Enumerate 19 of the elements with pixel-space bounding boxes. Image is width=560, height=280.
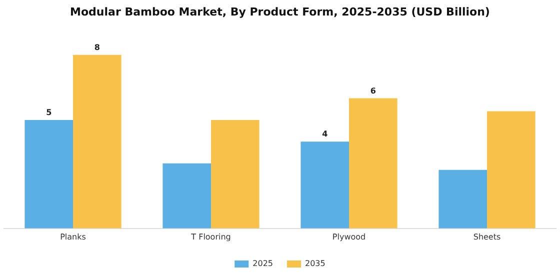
bar xyxy=(349,98,398,228)
bar xyxy=(300,142,349,228)
bar xyxy=(162,163,211,228)
chart-title: Modular Bamboo Market, By Product Form, 2025-2035 (USD Billion) xyxy=(70,5,490,18)
bar xyxy=(438,170,487,228)
data-label: 5 xyxy=(46,108,52,118)
bar xyxy=(73,54,122,228)
x-tick-label: Planks xyxy=(60,232,86,242)
x-tick-label: Sheets xyxy=(473,232,501,242)
x-tick-label: T Flooring xyxy=(190,232,231,242)
data-label: 6 xyxy=(370,86,376,96)
x-tick-label: Plywood xyxy=(332,232,366,242)
data-label: 4 xyxy=(322,130,328,139)
bar xyxy=(487,111,536,228)
bar xyxy=(24,120,73,228)
bar xyxy=(211,120,260,228)
legend-label: 2035 xyxy=(305,259,326,268)
legend-label: 2025 xyxy=(252,259,273,268)
data-label: 8 xyxy=(94,42,100,52)
